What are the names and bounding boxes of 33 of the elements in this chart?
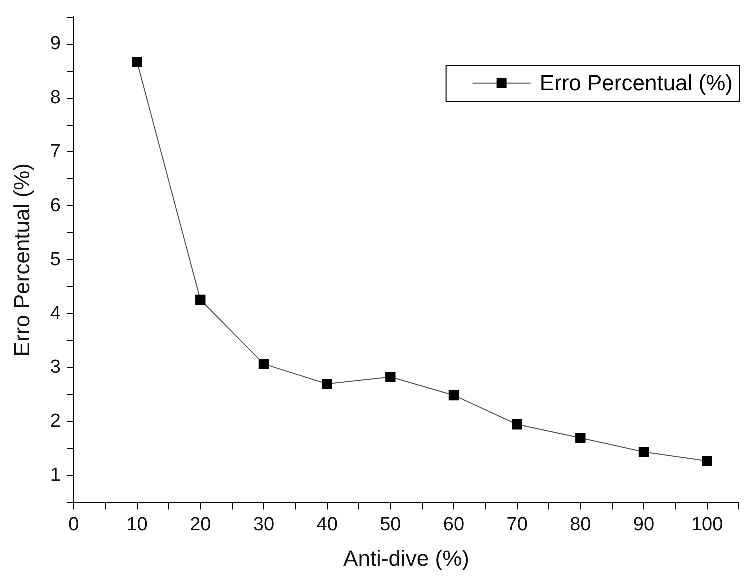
x-tick-label: 100 bbox=[691, 514, 724, 536]
x-tick-label: 60 bbox=[443, 514, 465, 536]
point bbox=[638, 447, 650, 458]
x-tick-label: 40 bbox=[316, 514, 338, 536]
x-tick-label: 20 bbox=[190, 514, 212, 536]
point bbox=[132, 57, 142, 68]
y-tick-label: 6 bbox=[50, 195, 61, 216]
point bbox=[196, 294, 206, 306]
y-tick-label: 9 bbox=[50, 34, 61, 55]
y-tick-label: 8 bbox=[50, 88, 61, 109]
point bbox=[386, 372, 396, 382]
point bbox=[512, 420, 522, 430]
y-tick-label: 5 bbox=[50, 249, 61, 270]
y-axis-title: Erro Percentual (%) bbox=[9, 164, 34, 357]
x-tick-label: 90 bbox=[633, 514, 655, 536]
point bbox=[322, 379, 332, 390]
point bbox=[576, 432, 586, 444]
x-tick-label: 80 bbox=[570, 514, 592, 536]
y-tick-label: 2 bbox=[50, 411, 61, 432]
x-axis-title: Anti-dive (%) bbox=[344, 546, 470, 571]
y-tick-label: 3 bbox=[50, 357, 61, 378]
x-tick-label: 0 bbox=[68, 514, 80, 536]
y-tick-label: 4 bbox=[50, 303, 62, 324]
x-tick-label: 10 bbox=[126, 514, 148, 536]
x-tick-label: 50 bbox=[380, 514, 402, 536]
y-tick-label: 7 bbox=[50, 141, 61, 162]
point bbox=[702, 456, 712, 466]
x-tick-label: 30 bbox=[253, 514, 275, 536]
point bbox=[448, 390, 460, 401]
y-tick-label: 1 bbox=[50, 465, 61, 486]
legend-label: Erro Percentual (%) bbox=[540, 70, 734, 96]
x-tick-label: 70 bbox=[506, 514, 528, 536]
point bbox=[258, 359, 270, 370]
